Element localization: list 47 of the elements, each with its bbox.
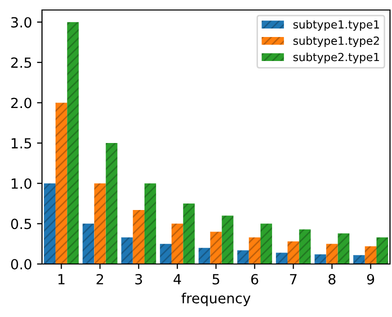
y-tick-label: 3.0 [11, 17, 32, 28]
x-tick-label: 2 [96, 274, 104, 284]
bar [106, 143, 118, 264]
bar [94, 183, 106, 264]
x-axis-title: frequency [181, 292, 250, 306]
x-tick-label: 9 [367, 274, 374, 284]
y-tick-label: 1.0 [12, 178, 32, 189]
bar [67, 22, 79, 264]
x-tick-label: 4 [174, 274, 181, 284]
bar [299, 229, 311, 264]
bar [237, 250, 249, 264]
bar [160, 244, 172, 264]
bar [314, 254, 326, 264]
legend-label: subtype1.type1 [293, 20, 379, 31]
legend-label: subtype1.type2 [293, 36, 379, 48]
x-tick-label: 3 [135, 274, 142, 284]
x-tick-label: 8 [328, 274, 336, 284]
bar [260, 224, 272, 264]
x-tick-label: 6 [251, 274, 258, 284]
bar [132, 210, 144, 264]
bar [183, 204, 195, 264]
y-tick-label: 0.5 [11, 218, 32, 230]
bar [276, 252, 288, 264]
y-tick-label: 0.0 [11, 258, 32, 270]
bar [144, 183, 156, 264]
bar [172, 224, 184, 264]
bar [82, 224, 94, 264]
x-tick-label: 7 [290, 274, 297, 284]
x-tick-label: 5 [212, 274, 220, 284]
y-tick-label: 1.5 [12, 138, 32, 149]
bar [210, 232, 222, 264]
bar [364, 246, 376, 264]
bar [353, 255, 365, 264]
bar [248, 237, 260, 264]
bar [198, 248, 210, 264]
bar [222, 216, 234, 264]
bar [338, 233, 350, 264]
bar [56, 102, 68, 264]
bar [326, 244, 338, 264]
bar [44, 183, 56, 264]
x-tick-label: 1 [58, 274, 64, 284]
y-tick-label: 2.5 [11, 57, 32, 68]
legend-label: subtype2.type1 [293, 52, 379, 64]
bar [288, 241, 300, 264]
bar [121, 237, 133, 264]
bar [376, 237, 388, 264]
y-tick-label: 2.0 [11, 98, 32, 108]
